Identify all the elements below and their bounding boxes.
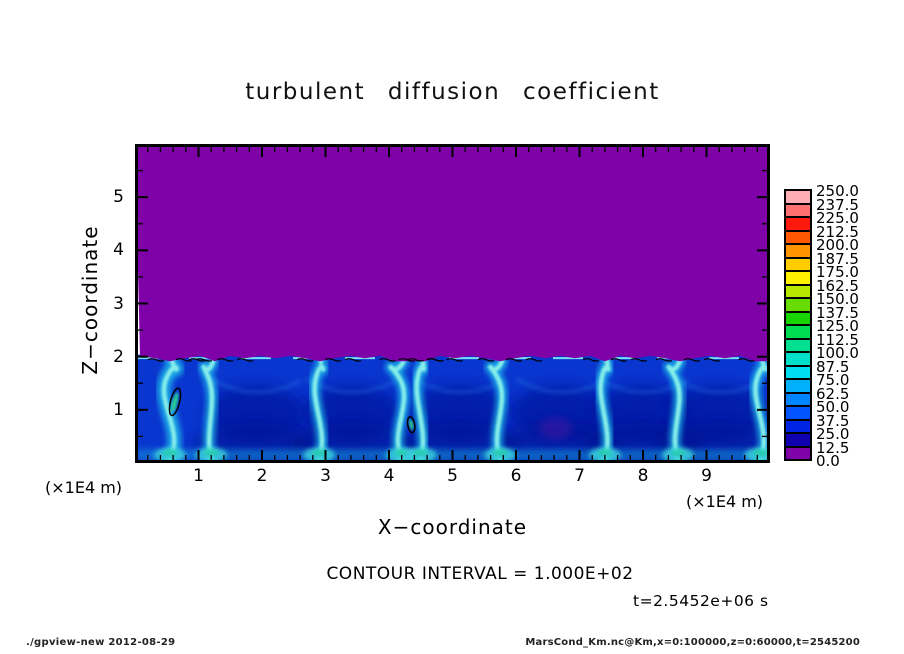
x-tick-label: 2 (256, 466, 268, 486)
y-tick-label: 3 (113, 293, 124, 314)
colorbar-cell (784, 393, 812, 407)
colorbar-tick-label: 0.0 (816, 452, 840, 470)
colorbar-cell (784, 285, 812, 299)
colorbar-cell (784, 272, 812, 286)
colorbar-cell (784, 204, 812, 218)
y-tick-label: 1 (113, 399, 124, 420)
colorbar-tick-label: 162.5 (816, 276, 859, 295)
colorbar-tick-label: 225.0 (816, 209, 859, 227)
colorbar-cell (784, 407, 812, 421)
colorbar-cell (784, 299, 812, 313)
x-tick-label: 3 (320, 466, 331, 486)
footer-program-date: ./gpview-new 2012-08-29 (26, 637, 176, 648)
colorbar-cell (784, 366, 812, 380)
x-tick-label: 8 (637, 466, 649, 486)
colorbar-cell (784, 189, 812, 205)
colorbar-tick-label: 62.5 (816, 384, 850, 403)
footer-dataset-info: MarsCond_Km.nc@Km,x=0:100000,z=0:60000,t… (525, 637, 860, 648)
heatmap-plot (135, 144, 770, 463)
x-tick-label: 6 (510, 466, 522, 486)
colorbar-cell (784, 434, 812, 448)
colorbar-cell (784, 447, 812, 461)
colorbar-tick-label: 137.5 (816, 303, 859, 322)
colorbar-tick-label: 200.0 (816, 236, 859, 254)
colorbar-cell (784, 312, 812, 326)
chart-title: turbulent diffusion coefficient (245, 79, 660, 105)
colorbar-tick-label: 187.5 (816, 249, 859, 268)
colorbar-cell (784, 420, 812, 434)
colorbar: 0.0 12.5 25.0 37.5 50.0 62.5 75.0 87.5 100.0 112.… (784, 182, 859, 470)
colorbar-tick-label: 37.5 (816, 411, 850, 430)
colorbar-cell (784, 218, 812, 232)
colorbar-cell (784, 353, 812, 367)
x-tick-label: 4 (383, 466, 395, 486)
colorbar-tick-label: 112.5 (816, 330, 859, 349)
x-tick-label: 5 (447, 466, 458, 486)
colorbar-tick-label: 100.0 (816, 344, 859, 362)
colorbar-tick-label: 25.0 (816, 425, 850, 443)
axis-unit-note-left: (×1E4 m) (45, 478, 123, 497)
x-tick-label: 1 (193, 466, 204, 486)
contour-interval-note: CONTOUR INTERVAL = 1.000E+02 (326, 564, 634, 584)
colorbar-tick-label: 75.0 (816, 371, 850, 389)
colorbar-tick-label: 237.5 (816, 195, 859, 214)
colorbar-cell (784, 380, 812, 394)
colorbar-tick-label: 125.0 (816, 317, 859, 335)
x-tick-label: 7 (574, 466, 585, 486)
colorbar-cell (784, 245, 812, 259)
colorbar-cells (784, 189, 812, 461)
y-tick-label: 4 (113, 240, 124, 261)
colorbar-cell (784, 326, 812, 340)
x-tick-label: 9 (701, 466, 712, 486)
colorbar-tick-label: 87.5 (816, 357, 850, 376)
colorbar-tick-label: 212.5 (816, 222, 859, 241)
time-annotation: t=2.5452e+06 s (633, 592, 769, 610)
y-tick-label: 5 (113, 187, 124, 208)
colorbar-cell (784, 258, 812, 272)
colorbar-tick-label: 175.0 (816, 263, 859, 281)
x-axis-label: X−coordinate (377, 515, 528, 539)
axis-unit-note-right: (×1E4 m) (686, 492, 764, 511)
y-tick-label: 2 (113, 346, 124, 367)
colorbar-tick-label: 50.0 (816, 398, 850, 416)
colorbar-cell (784, 231, 812, 245)
colorbar-tick-label: 250.0 (816, 182, 859, 200)
colorbar-tick-label: 150.0 (816, 290, 859, 308)
colorbar-tick-label: 12.5 (816, 438, 850, 457)
colorbar-cell (784, 339, 812, 353)
